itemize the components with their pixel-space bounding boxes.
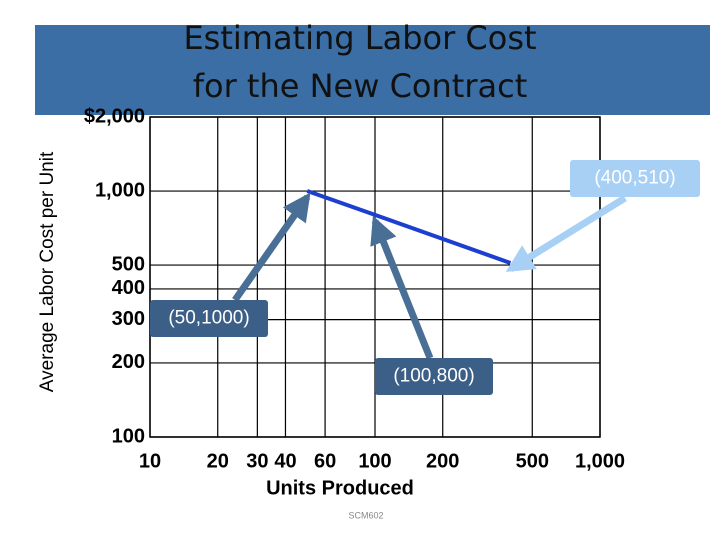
data-label: (50,1000) [168,308,249,329]
annotation-arrow [505,195,627,272]
x-tick-label: 20 [207,450,229,472]
y-tick-label: 100 [112,425,145,447]
data-label: (400,510) [594,168,675,189]
plot: 10 20 30 40 60 100 200 500 1,000$2,0001,00050040… [84,105,700,472]
title-box [35,25,710,115]
y-tick-label: $2,000 [84,105,145,127]
x-tick-label: 1,000 [575,450,625,472]
chart-subtitle: for the New Contract [193,67,527,105]
y-axis-label: Average Labor Cost per Unit [37,151,58,392]
y-tick-label: 400 [112,277,145,299]
y-tick-label: 500 [112,253,145,275]
annotation-box [570,160,700,197]
x-tick-label: 200 [426,450,459,472]
x-axis-label: Units Produced [266,477,414,499]
chart-title: Estimating Labor Cost [183,19,536,57]
x-tick-label: 10 [139,450,161,472]
y-tick-label: 200 [112,351,145,373]
x-tick-label: 60 [314,450,336,472]
x-tick-label: 500 [516,450,549,472]
x-tick-label: 100 [358,450,391,472]
data-line [306,189,512,265]
annotation-arrow [370,215,434,360]
annotation-arrow [232,192,311,303]
y-tick-label: 300 [112,308,145,330]
data-label: (100,800) [393,366,474,387]
y-tick-label: 1,000 [95,179,145,201]
annotation-box [375,358,493,395]
footer: SCM602 [348,510,383,520]
annotation-box [150,300,268,337]
x-tick-label: 40 [274,450,296,472]
x-tick-label: 30 [246,450,268,472]
